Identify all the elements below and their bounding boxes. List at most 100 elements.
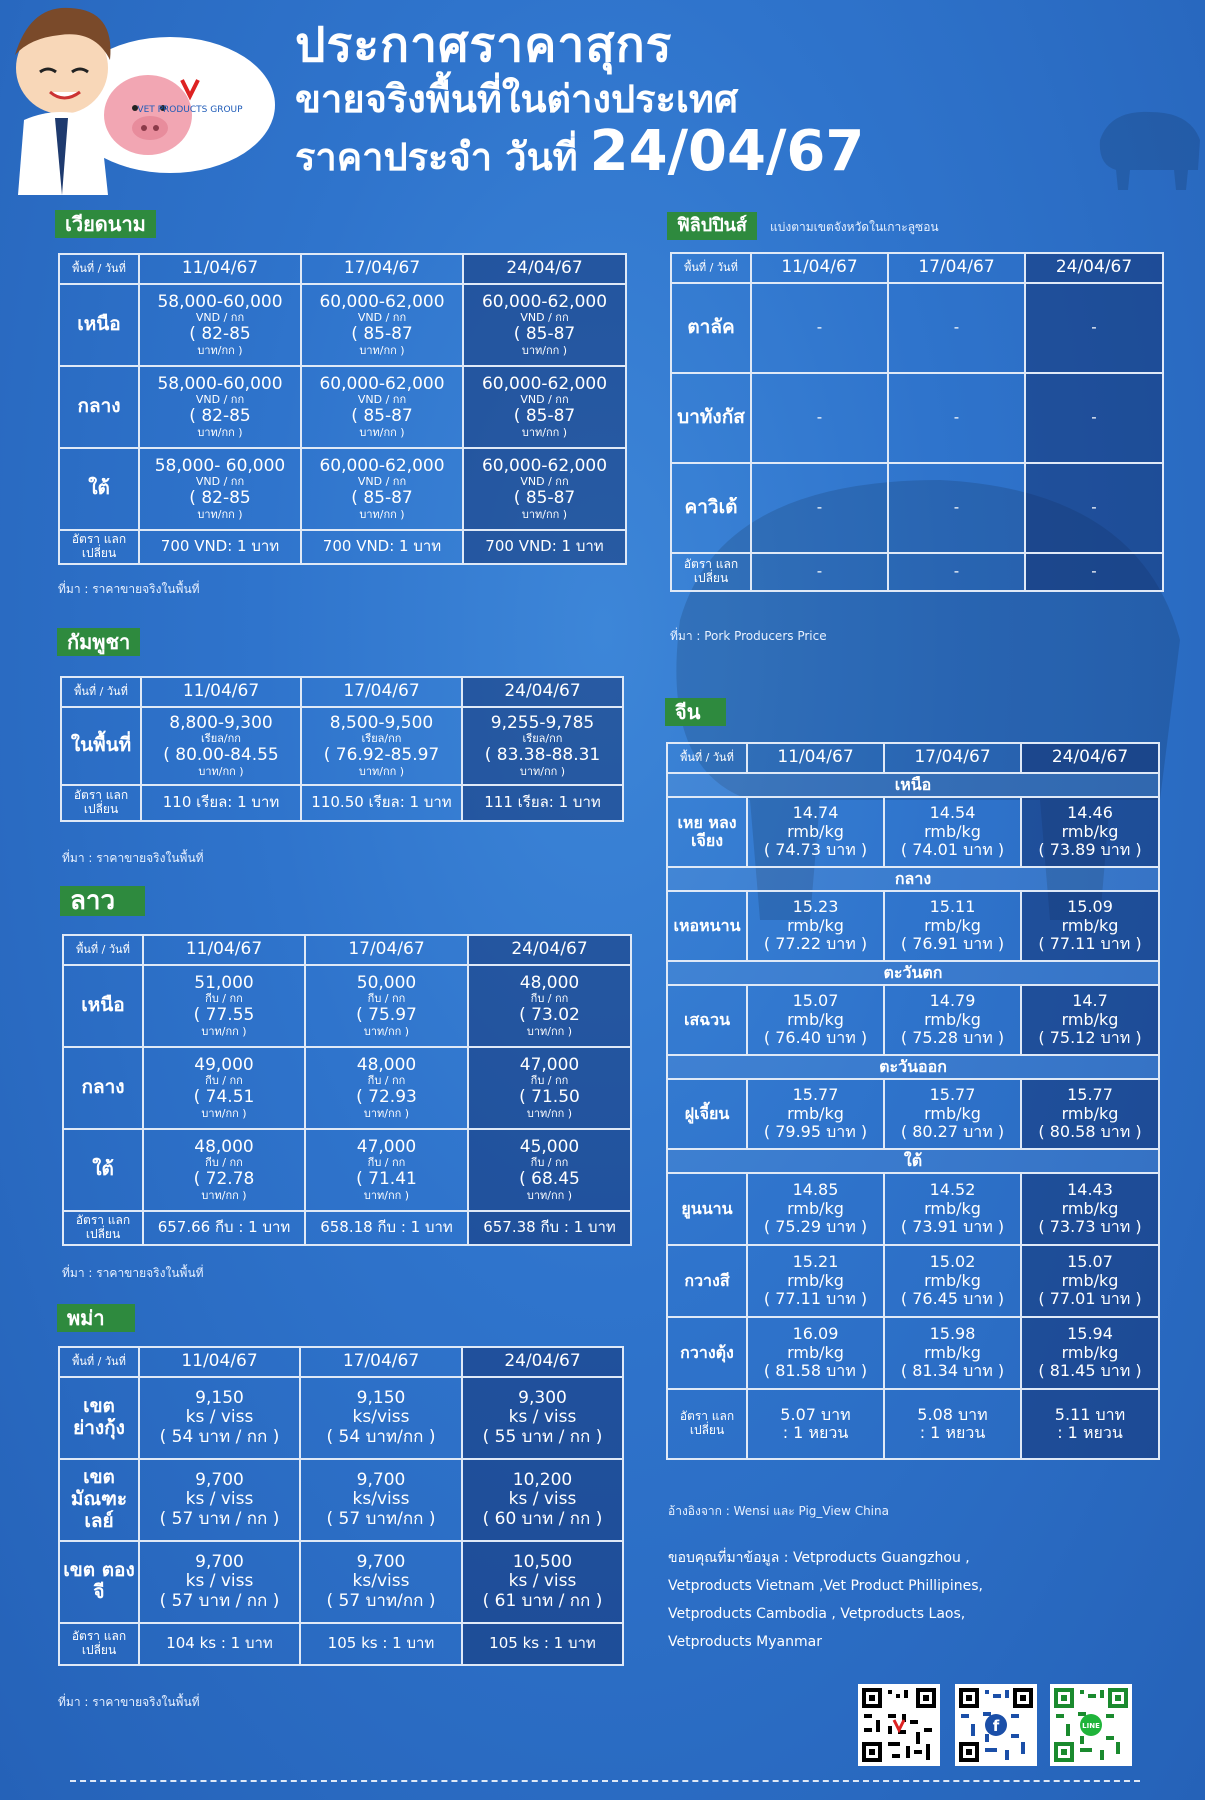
date-header: 24/04/67 xyxy=(461,676,624,708)
price-cell: 51,000 กีบ / กก( 77.55 บาท/กก ) xyxy=(142,964,306,1048)
date-header: 17/04/67 xyxy=(299,1346,463,1378)
date-header: 24/04/67 xyxy=(467,934,632,966)
region-label: เขต ย่างกุ้ง xyxy=(58,1376,140,1460)
exchange-rate: 700 VND: 1 บาท xyxy=(300,529,464,565)
region-label: บาทังกัส xyxy=(670,372,752,464)
credits: ขอบคุณที่มาข้อมูล : Vetproducts Guangzho… xyxy=(668,1544,983,1656)
price-cell: 48,000 กีบ / กก( 72.93 บาท/กก ) xyxy=(304,1046,469,1130)
credits-line: Vetproducts Vietnam ,Vet Product Phillip… xyxy=(668,1578,983,1594)
facebook-qr-code-icon[interactable]: f xyxy=(955,1684,1037,1766)
region-label: เหนือ xyxy=(58,283,140,367)
price-cell: 14.74 rmb/kg( 74.73 บาท ) xyxy=(746,796,885,868)
exchange-rate: 700 VND: 1 บาท xyxy=(462,529,627,565)
exchange-rate: 5.07 บาท: 1 หยวน xyxy=(746,1388,885,1460)
exchange-rate: 110 เรียล: 1 บาท xyxy=(140,784,302,822)
exchange-label: อัตรา แลกเปลี่ยน xyxy=(62,1210,144,1246)
exchange-rate: 658.18 กีบ : 1 บาท xyxy=(304,1210,469,1246)
exchange-rate: 111 เรียล: 1 บาท xyxy=(461,784,624,822)
province-label: เหย หลงเจียง xyxy=(666,796,748,868)
price-cell: 48,000 กีบ / กก( 73.02 บาท/กก ) xyxy=(467,964,632,1048)
date-header: 24/04/67 xyxy=(1024,252,1164,284)
page-title: ประกาศราคาสุกร ขายจริงพื้นที่ในต่างประเท… xyxy=(295,16,864,185)
price-cell: 14.85 rmb/kg( 75.29 บาท ) xyxy=(746,1172,885,1246)
date-header: 17/04/67 xyxy=(887,252,1026,284)
exchange-rate: - xyxy=(887,552,1026,592)
price-cell: 60,000-62,000 VND / กก( 85-87 บาท/กก ) xyxy=(300,283,464,367)
exchange-rate: 104 ks : 1 บาท xyxy=(138,1622,301,1666)
price-cell: 15.77 rmb/kg( 79.95 บาท ) xyxy=(746,1078,885,1150)
source-note: ที่มา : ราคาขายจริงในพื้นที่ xyxy=(58,1695,200,1709)
exchange-rate: 105 ks : 1 บาท xyxy=(461,1622,624,1666)
pig-silhouette-icon xyxy=(1099,111,1200,190)
province-label: ยูนนาน xyxy=(666,1172,748,1246)
exchange-rate: - xyxy=(750,552,889,592)
price-cell: 9,150 ks/viss( 54 บาท/กก ) xyxy=(299,1376,463,1460)
region-label: ใต้ xyxy=(58,447,140,531)
exchange-label: อัตรา แลกเปลี่ยน xyxy=(60,784,142,822)
corner-label: พื้นที่ / วันที่ xyxy=(666,742,748,774)
myanmar-table: พื้นที่ / วันที่ 11/04/67 17/04/67 24/04… xyxy=(58,1346,624,1666)
zone-header: ใต้ xyxy=(666,1148,1160,1174)
logo-text: VET PRODUCTS GROUP xyxy=(137,105,243,115)
price-cell: - xyxy=(887,372,1026,464)
exchange-label: อัตรา แลกเปลี่ยน xyxy=(58,529,140,565)
mascot-illustration-icon: VET PRODUCTS GROUP xyxy=(15,7,275,195)
exchange-rate: 700 VND: 1 บาท xyxy=(138,529,302,565)
price-cell: 9,700 ks / viss( 57 บาท / กก ) xyxy=(138,1540,301,1624)
date-header: 11/04/67 xyxy=(142,934,306,966)
price-cell: 15.07 rmb/kg( 76.40 บาท ) xyxy=(746,984,885,1056)
corner-label: พื้นที่ / วันที่ xyxy=(58,253,140,285)
region-label: เขต ตองจี xyxy=(58,1540,140,1624)
exchange-rate: 657.66 กีบ : 1 บาท xyxy=(142,1210,306,1246)
date-header: 24/04/67 xyxy=(462,253,627,285)
laos-table: พื้นที่ / วันที่ 11/04/67 17/04/67 24/04… xyxy=(62,934,632,1246)
price-cell: 9,700 ks/viss( 57 บาท/กก ) xyxy=(299,1458,463,1542)
date-header: 11/04/67 xyxy=(746,742,885,774)
province-label: ฝูเจี้ยน xyxy=(666,1078,748,1150)
title-line-3: ราคาประจำ วันที่ 24/04/67 xyxy=(295,124,864,185)
website-qr-code-icon[interactable] xyxy=(858,1684,940,1766)
price-cell: 10,500 ks / viss( 61 บาท / กก ) xyxy=(461,1540,624,1624)
price-cell: - xyxy=(1024,282,1164,374)
price-cell: 60,000-62,000 VND / กก( 85-87 บาท/กก ) xyxy=(462,447,627,531)
price-cell: 8,800-9,300 เรียล/กก( 80.00-84.55 บาท/กก ) xyxy=(140,706,302,786)
exchange-label: อัตรา แลกเปลี่ยน xyxy=(58,1622,140,1666)
corner-label: พื้นที่ / วันที่ xyxy=(670,252,752,284)
corner-label: พื้นที่ / วันที่ xyxy=(62,934,144,966)
price-cell: 15.07 rmb/kg( 77.01 บาท ) xyxy=(1020,1244,1160,1318)
price-cell: 10,200 ks / viss( 60 บาท / กก ) xyxy=(461,1458,624,1542)
section-label-cambodia: กัมพูชา xyxy=(57,628,141,656)
price-cell: 9,150 ks / viss( 54 บาท / กก ) xyxy=(138,1376,301,1460)
price-cell: 48,000 กีบ / กก( 72.78 บาท/กก ) xyxy=(142,1128,306,1212)
price-cell: 9,300 ks / viss( 55 บาท / กก ) xyxy=(461,1376,624,1460)
section-label-china: จีน xyxy=(665,698,727,726)
exchange-rate: 110.50 เรียล: 1 บาท xyxy=(300,784,463,822)
exchange-rate: 5.11 บาท: 1 หยวน xyxy=(1020,1388,1160,1460)
price-cell: 15.77 rmb/kg( 80.27 บาท ) xyxy=(883,1078,1022,1150)
corner-label: พื้นที่ / วันที่ xyxy=(60,676,142,708)
title-line-1: ประกาศราคาสุกร xyxy=(295,17,673,73)
source-note: ที่มา : ราคาขายจริงในพื้นที่ xyxy=(62,851,204,865)
region-label: กลาง xyxy=(58,365,140,449)
source-note: ที่มา : ราคาขายจริงในพื้นที่ xyxy=(62,1266,204,1280)
section-label-myanmar: พม่า xyxy=(57,1304,135,1332)
zone-header: เหนือ xyxy=(666,772,1160,798)
region-label: คาวิเต้ xyxy=(670,462,752,554)
line-qr-code-icon[interactable]: LINE xyxy=(1050,1684,1132,1766)
price-cell: - xyxy=(750,282,889,374)
date-header: 24/04/67 xyxy=(461,1346,624,1378)
price-cell: 60,000-62,000 VND / กก( 85-87 บาท/กก ) xyxy=(300,365,464,449)
title-date-prefix: ราคาประจำ วันที่ xyxy=(295,135,578,179)
price-cell: 14.79 rmb/kg( 75.28 บาท ) xyxy=(883,984,1022,1056)
date-header: 17/04/67 xyxy=(300,253,464,285)
price-cell: 47,000 กีบ / กก( 71.41 บาท/กก ) xyxy=(304,1128,469,1212)
price-cell: 15.23 rmb/kg( 77.22 บาท ) xyxy=(746,890,885,962)
exchange-rate: 657.38 กีบ : 1 บาท xyxy=(467,1210,632,1246)
price-cell: 14.54 rmb/kg( 74.01 บาท ) xyxy=(883,796,1022,868)
price-cell: 15.77 rmb/kg( 80.58 บาท ) xyxy=(1020,1078,1160,1150)
zone-header: กลาง xyxy=(666,866,1160,892)
price-cell: 15.94 rmb/kg( 81.45 บาท ) xyxy=(1020,1316,1160,1390)
price-cell: 45,000 กีบ / กก( 68.45 บาท/กก ) xyxy=(467,1128,632,1212)
date-header: 24/04/67 xyxy=(1020,742,1160,774)
price-cell: - xyxy=(750,462,889,554)
